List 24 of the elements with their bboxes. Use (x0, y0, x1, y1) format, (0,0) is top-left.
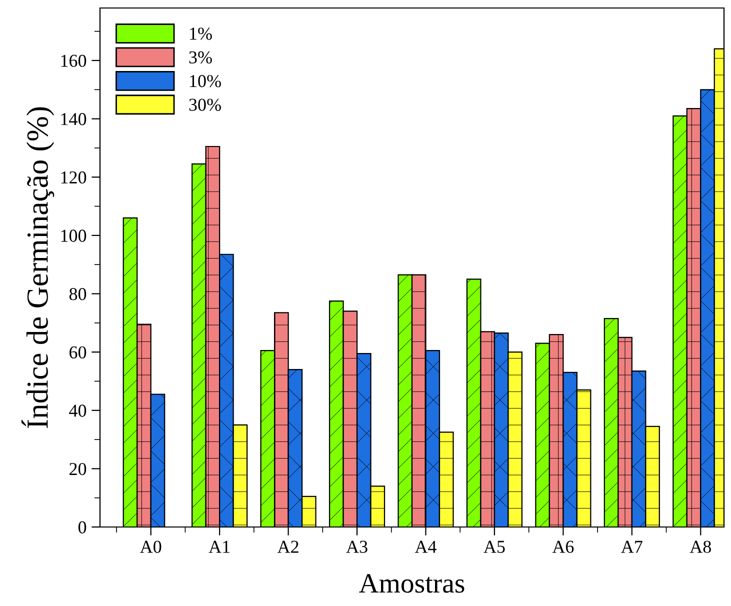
y-tick-label: 160 (61, 54, 86, 67)
legend-label: 1% (190, 28, 212, 40)
x-tick-label: A7 (621, 540, 642, 553)
x-tick-label: A2 (277, 540, 298, 553)
legend-label: 30% (189, 98, 221, 111)
y-tick-label: 0 (78, 521, 86, 534)
y-tick-label: 80 (69, 288, 86, 300)
y-tick-label: 100 (61, 230, 86, 242)
x-tick-label: A1 (208, 540, 230, 553)
x-tick-label: A4 (414, 540, 436, 553)
legend-label: 3% (189, 51, 212, 64)
x-tick-label: A8 (690, 540, 711, 553)
y-axis-title: Índice de Germinação (%) (22, 107, 54, 428)
x-tick-label: A5 (484, 540, 505, 553)
y-tick-label: 40 (69, 404, 86, 417)
x-tick-label: A0 (140, 540, 162, 553)
legend-label: 10% (190, 75, 221, 88)
x-tick-label: A6 (552, 540, 574, 553)
y-tick-label: 140 (61, 113, 86, 126)
x-axis-title: Amostras (359, 574, 464, 593)
x-tick-label: A3 (346, 540, 368, 553)
y-tick-label: 20 (70, 462, 86, 476)
y-tick-label: 60 (70, 346, 86, 358)
y-tick-label: 120 (61, 171, 86, 184)
